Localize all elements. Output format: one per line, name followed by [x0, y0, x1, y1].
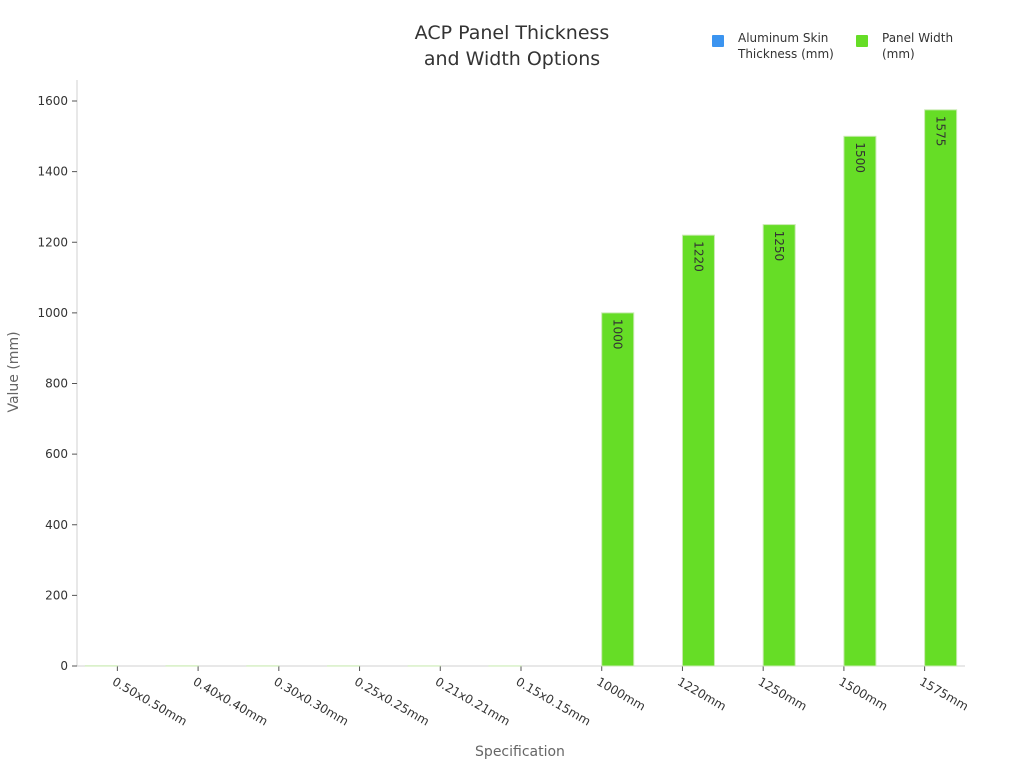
- legend-label-width-1: Panel Width: [882, 31, 954, 45]
- bar[interactable]: [681, 234, 715, 667]
- y-tick-label: 1600: [37, 94, 68, 108]
- y-tick-label: 200: [45, 588, 68, 602]
- y-tick-label: 800: [45, 377, 68, 391]
- legend-label-thickness-2: Thickness (mm): [738, 47, 834, 61]
- x-axis-title: Specification: [475, 744, 565, 760]
- x-tick-label: 0.40x0.40mm: [191, 674, 271, 728]
- legend-item-thickness[interactable]: Aluminum Skin Thickness (mm): [712, 30, 838, 62]
- legend-label-width-2: (mm): [882, 47, 915, 61]
- bar[interactable]: [601, 312, 635, 667]
- y-tick-label: 600: [45, 447, 68, 461]
- bar-value-label: 1500: [853, 142, 867, 173]
- legend-swatch-thickness: [712, 35, 724, 47]
- y-tick-label: 0: [60, 659, 68, 673]
- chart-title-line-2: and Width Options: [423, 48, 601, 70]
- chart-title-line-1: ACP Panel Thickness: [414, 22, 610, 44]
- legend-item-width[interactable]: Panel Width (mm): [856, 30, 982, 62]
- bar-value-label: 1250: [772, 231, 786, 262]
- x-tick-label: 0.50x0.50mm: [110, 674, 190, 728]
- y-tick-label: 400: [45, 518, 68, 532]
- bar-value-label: 1000: [611, 319, 625, 350]
- bar[interactable]: [762, 224, 796, 667]
- legend: Aluminum Skin Thickness (mm) Panel Width…: [712, 30, 982, 62]
- x-tick-label: 0.25x0.25mm: [352, 674, 432, 728]
- legend-label-thickness-1: Aluminum Skin: [738, 31, 829, 45]
- x-tick-label: 1500mm: [836, 674, 890, 713]
- x-tick-label: 1575mm: [917, 674, 971, 713]
- x-tick-label: 0.30x0.30mm: [271, 674, 351, 728]
- bar[interactable]: [843, 135, 877, 667]
- y-tick-label: 1400: [37, 165, 68, 179]
- bar[interactable]: [924, 109, 958, 667]
- x-tick-label: 1250mm: [756, 674, 810, 713]
- legend-swatch-width: [856, 35, 868, 47]
- x-tick-label: 0.15x0.15mm: [514, 674, 594, 728]
- plot-area: 0 200 400 600 800 1000 1200 1400 1600 0.50x0.50mm…: [37, 80, 971, 729]
- y-axis-title: Value (mm): [6, 331, 22, 412]
- y-tick-label: 1000: [37, 306, 68, 320]
- chart-title: ACP Panel Thickness and Width Options: [362, 20, 662, 72]
- bar-value-label: 1220: [691, 241, 705, 272]
- bar-value-label: 1575: [934, 116, 948, 147]
- x-tick-label: 0.21x0.21mm: [433, 674, 513, 728]
- y-tick-label: 1200: [37, 235, 68, 249]
- x-tick-label: 1000mm: [594, 674, 648, 713]
- x-tick-label: 1220mm: [675, 674, 729, 713]
